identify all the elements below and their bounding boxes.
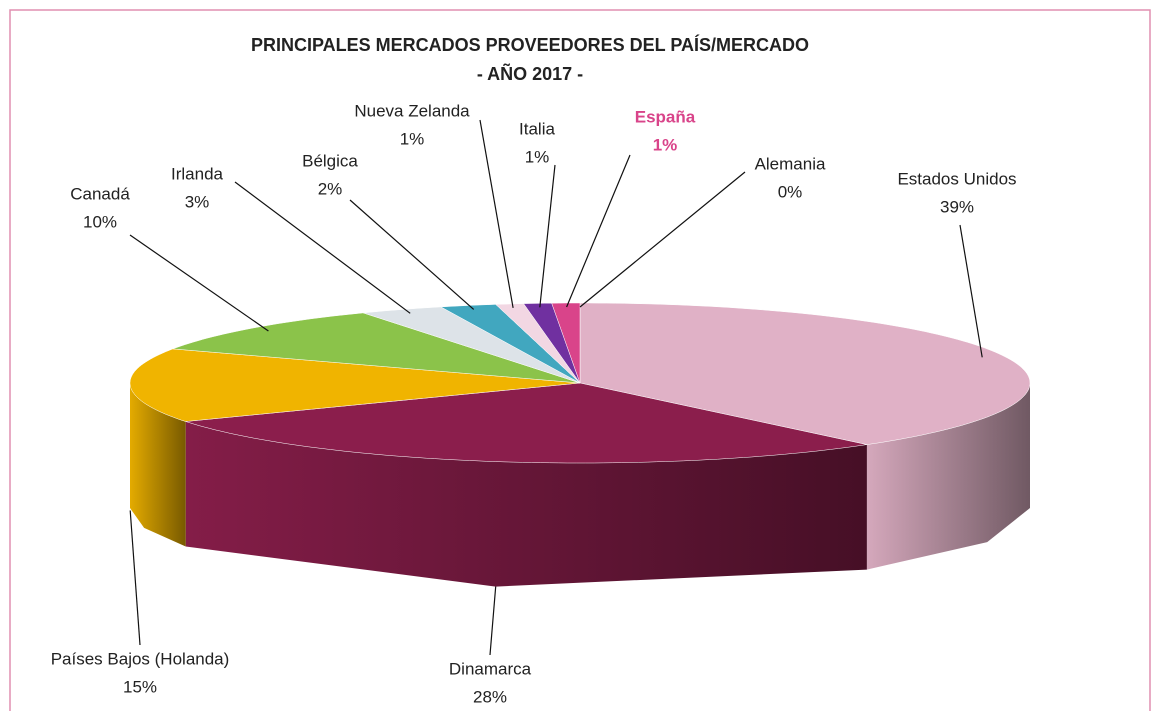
value-label: 2%: [318, 179, 343, 198]
leader-line: [566, 154, 631, 308]
leader-line: [129, 510, 141, 646]
value-label: 0%: [778, 182, 803, 201]
labels: Estados Unidos 39% Dinamarca 28% Países Bajo…: [51, 101, 1017, 706]
category-label: Estados Unidos: [897, 169, 1016, 188]
slice: [363, 306, 581, 384]
category-label: Bélgica: [302, 151, 358, 170]
leader-line: [539, 164, 556, 308]
value-label: 3%: [185, 192, 210, 211]
leader-line: [349, 199, 475, 310]
category-label: Dinamarca: [449, 659, 532, 678]
pie-sides: [130, 383, 1030, 587]
chart-title: PRINCIPALES MERCADOS PROVEEDORES DEL PAÍ…: [251, 34, 809, 55]
leader-line: [959, 224, 983, 358]
value-label: 1%: [525, 147, 550, 166]
chart-subtitle: - AÑO 2017 -: [477, 63, 583, 84]
value-label: 10%: [83, 212, 117, 231]
category-label: Irlanda: [171, 164, 224, 183]
slice: [440, 304, 581, 384]
value-label: 28%: [473, 687, 507, 706]
category-label: Alemania: [755, 154, 826, 173]
value-label: 1%: [400, 129, 425, 148]
leader-line: [479, 119, 514, 309]
chart-frame: [9, 9, 1151, 711]
slice: [129, 348, 581, 422]
category-label: Países Bajos (Holanda): [51, 649, 230, 668]
category-label: Italia: [519, 119, 555, 138]
category-label: Nueva Zelanda: [354, 101, 470, 120]
leader-line: [234, 181, 411, 314]
category-label: Canadá: [70, 184, 130, 203]
category-label: España: [635, 107, 696, 126]
value-label: 39%: [940, 197, 974, 216]
pie-tops: [129, 302, 1031, 464]
slice: [185, 382, 867, 464]
leader-line: [579, 171, 746, 308]
value-label: 15%: [123, 677, 157, 696]
slice: [551, 302, 581, 384]
slice: [579, 302, 1031, 445]
slice-side: [866, 383, 1030, 570]
value-label: 1%: [653, 135, 678, 154]
slice-side: [185, 421, 867, 587]
leader-line: [489, 586, 497, 656]
slice: [172, 312, 581, 384]
slice-side: [130, 383, 186, 547]
leader-line: [129, 234, 269, 332]
